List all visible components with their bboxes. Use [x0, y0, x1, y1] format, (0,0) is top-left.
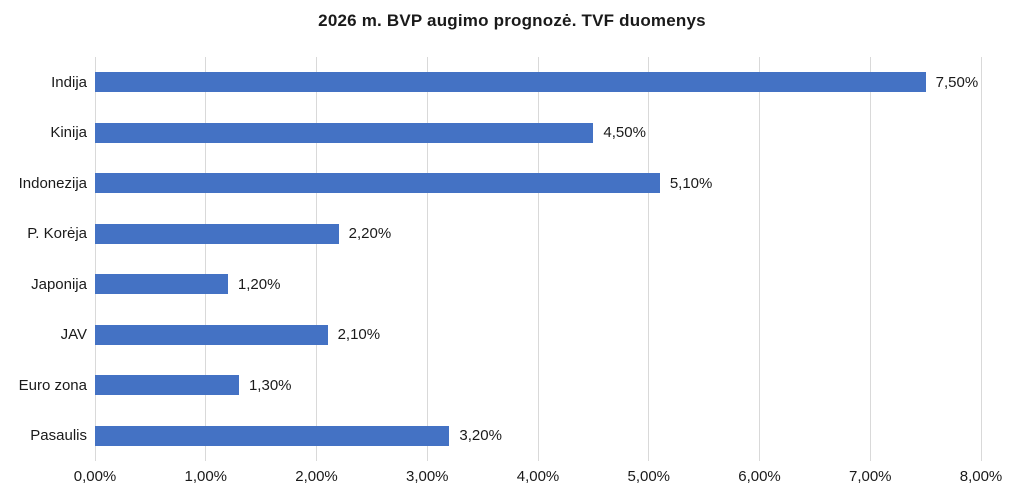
gridline	[426, 57, 428, 461]
gridline	[205, 57, 207, 461]
gridline	[980, 57, 982, 461]
x-tick-label: 8,00%	[959, 468, 1003, 485]
bar	[95, 425, 450, 446]
category-label: Indija	[51, 73, 87, 91]
gridline	[648, 57, 650, 461]
bar	[95, 375, 239, 396]
gridline	[759, 57, 760, 461]
x-tick-label: 6,00%	[738, 468, 781, 485]
x-tick-label: 0,00%	[73, 468, 117, 485]
value-label: 3,20%	[459, 427, 502, 445]
bar-row: JAV 2,10%	[61, 310, 981, 361]
x-tick-label: 5,00%	[627, 468, 671, 485]
bar	[95, 274, 228, 295]
bar	[95, 173, 660, 194]
value-label: 7,50%	[935, 73, 979, 91]
bar-row: Kinija 4,50%	[50, 108, 981, 159]
value-label: 4,50%	[603, 124, 646, 142]
chart-title: 2026 m. BVP augimo prognozė. TVF duomeny…	[318, 11, 706, 30]
value-label: 1,30%	[248, 376, 292, 394]
bar-row: Japonija 1,20%	[31, 259, 981, 310]
bar	[95, 223, 339, 244]
value-label: 5,10%	[669, 174, 713, 192]
category-label: JAV	[60, 326, 87, 344]
x-tick-label: 7,00%	[848, 468, 892, 485]
plot-area: Indija 7,50% Kinija 4,50% Indonezija 5,10% P. …	[19, 57, 982, 462]
gridline	[537, 57, 539, 461]
x-tick-label: 1,00%	[184, 468, 228, 485]
bar-row: Euro zona 1,30%	[19, 360, 981, 411]
category-label: Kinija	[50, 124, 87, 142]
x-tick-label: 4,00%	[516, 468, 560, 485]
category-label: Indonezija	[18, 174, 87, 192]
bar-row: P. Korėja 2,20%	[27, 209, 981, 260]
value-label: 2,20%	[348, 225, 392, 243]
bar	[95, 122, 594, 143]
value-label: 2,10%	[337, 326, 381, 344]
bar	[95, 72, 926, 93]
value-label: 1,20%	[237, 275, 281, 293]
x-tick-label: 3,00%	[405, 468, 449, 485]
gridline	[316, 57, 317, 461]
x-tick-label: 2,00%	[295, 468, 338, 485]
bar-row: Pasaulis 3,20%	[30, 411, 981, 462]
x-axis: 0,00% 1,00% 2,00% 3,00% 4,00% 5,00% 6,00% 7,00%…	[74, 468, 1003, 490]
category-label: Euro zona	[18, 376, 87, 394]
bar-row: Indonezija 5,10%	[19, 158, 981, 209]
bar	[95, 324, 328, 345]
gridline	[869, 57, 871, 461]
gridline	[94, 57, 96, 461]
bar-row: Indija 7,50%	[51, 57, 981, 108]
category-label: P. Korėja	[27, 225, 87, 243]
category-label: Japonija	[31, 275, 87, 293]
category-label: Pasaulis	[30, 427, 87, 445]
